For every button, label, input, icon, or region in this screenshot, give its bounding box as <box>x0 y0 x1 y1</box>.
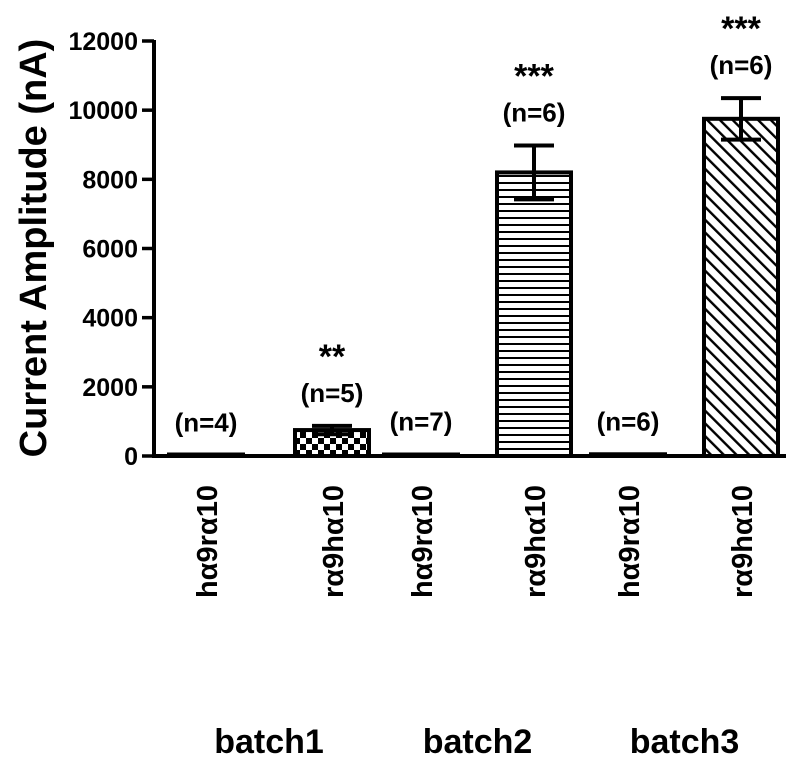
y-tick-label: 10000 <box>68 97 138 125</box>
bar <box>167 452 245 458</box>
n-label: (n=6) <box>503 97 566 127</box>
category-label: hα9rα10 <box>407 485 439 598</box>
y-tick-label: 2000 <box>82 374 138 402</box>
y-tick-label: 6000 <box>82 236 138 264</box>
group-label: batch1 <box>214 723 324 761</box>
n-label: (n=6) <box>710 50 773 80</box>
group-labels: batch1 batch2 batch3 <box>214 723 739 761</box>
n-label: (n=7) <box>390 407 453 437</box>
category-label: rα9hα10 <box>727 485 759 598</box>
y-tick-label: 8000 <box>82 166 138 194</box>
error-bars <box>312 96 761 437</box>
significance-label: *** <box>721 10 761 48</box>
category-label: hα9rα10 <box>192 485 224 598</box>
annotations: (n=4)(n=5)**(n=7)(n=6)***(n=6)(n=6)*** <box>175 10 773 438</box>
y-axis-title-group: Current Amplitude (nA) <box>13 39 55 458</box>
significance-label: ** <box>319 338 346 376</box>
bars <box>167 116 780 459</box>
y-axis: 0 2000 4000 6000 8000 10000 12000 <box>68 28 156 471</box>
n-label: (n=5) <box>301 378 364 408</box>
category-label: rα9hα10 <box>318 485 350 598</box>
bar <box>382 452 460 458</box>
bar <box>589 452 667 459</box>
y-tick-label: 4000 <box>82 305 138 333</box>
bar <box>702 116 780 458</box>
bar <box>495 170 573 459</box>
category-label: hα9rα10 <box>614 485 646 598</box>
group-label: batch3 <box>630 723 740 761</box>
y-axis-title: Current Amplitude (nA) <box>13 39 55 458</box>
category-labels: hα9rα10 rα9hα10 hα9rα10 rα9hα10 hα9rα10 rα9hα… <box>192 485 759 598</box>
significance-label: *** <box>514 57 554 95</box>
group-label: batch2 <box>423 723 533 761</box>
n-label: (n=6) <box>597 406 660 436</box>
category-label: rα9hα10 <box>520 485 552 598</box>
y-tick-label: 12000 <box>68 28 138 56</box>
n-label: (n=4) <box>175 408 238 438</box>
y-tick-label: 0 <box>124 443 138 471</box>
